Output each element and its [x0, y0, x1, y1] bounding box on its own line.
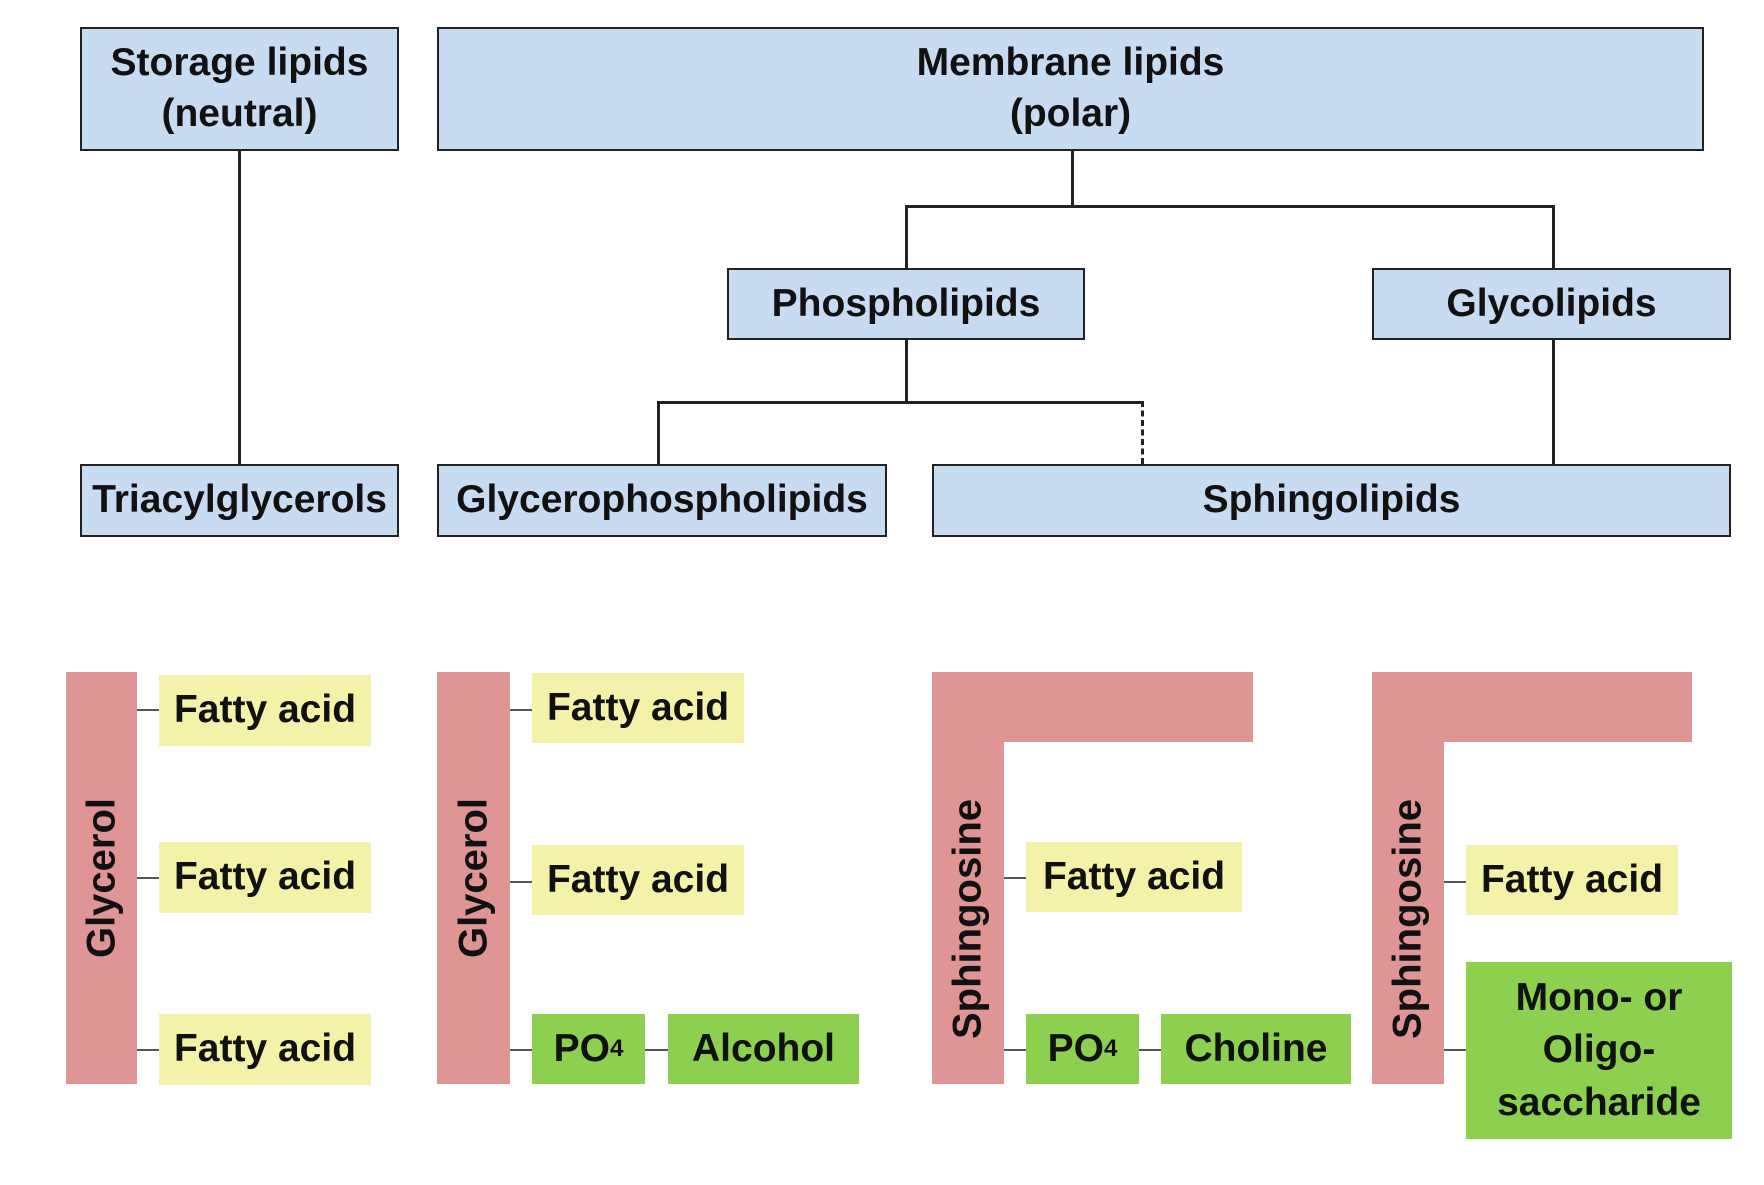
saccharide-label-line2: Oligo-	[1542, 1028, 1656, 1072]
storage-lipids-sublabel: (neutral)	[161, 92, 318, 135]
glycerol-label: Glycerol	[79, 797, 123, 959]
phospholipids-stem-line	[905, 340, 908, 403]
bond-line	[1139, 1049, 1161, 1051]
fatty-acid-box: Fatty acid	[1026, 842, 1242, 912]
fatty-acid-box: Fatty acid	[532, 673, 744, 743]
bond-line	[1004, 877, 1026, 879]
storage-to-triacylglycerols-line	[238, 151, 241, 464]
fatty-acid-box: Fatty acid	[159, 842, 371, 913]
saccharide-label-line1: Mono- or	[1515, 975, 1683, 1019]
to-phospholipids-line	[905, 205, 908, 268]
fatty-acid-box: Fatty acid	[159, 675, 371, 746]
bond-line	[137, 709, 159, 711]
triacylglycerols-box: Triacylglycerols	[80, 464, 399, 537]
bond-line	[137, 1049, 159, 1051]
phosphate-box: PO 4	[532, 1014, 645, 1084]
storage-lipids-box: Storage lipids (neutral)	[80, 27, 399, 151]
to-glycerophospholipids-line	[657, 401, 660, 464]
fatty-acid-box: Fatty acid	[1466, 845, 1678, 915]
sphingosine-label: Sphingosine	[945, 799, 990, 1040]
glycerol-label: Glycerol	[451, 797, 495, 959]
bond-line	[1444, 881, 1466, 883]
membrane-lipids-sublabel: (polar)	[1009, 92, 1132, 135]
alcohol-box: Alcohol	[668, 1014, 859, 1084]
glycerol-backbone: Glycerol	[66, 672, 137, 1084]
bond-line	[1444, 1049, 1466, 1051]
phospholipids-branch-line	[657, 401, 1144, 404]
choline-box: Choline	[1161, 1014, 1351, 1084]
bond-line	[645, 1049, 668, 1051]
glycolipids-box: Glycolipids	[1372, 268, 1731, 340]
phospholipids-box: Phospholipids	[727, 268, 1085, 340]
bond-line	[137, 877, 159, 879]
bond-line	[510, 709, 532, 711]
bond-line	[510, 881, 532, 883]
fatty-acid-box: Fatty acid	[159, 1014, 371, 1085]
glycolipids-to-sphingolipids-line	[1552, 340, 1555, 464]
membrane-lipids-box: Membrane lipids (polar)	[437, 27, 1704, 151]
saccharide-label-line3: saccharide	[1497, 1080, 1701, 1124]
to-glycolipids-line	[1552, 205, 1555, 268]
phosphate-box: PO 4	[1026, 1014, 1139, 1084]
bond-line	[510, 1049, 532, 1051]
membrane-stem-line	[1071, 151, 1074, 206]
phosphate-label: PO	[553, 1026, 610, 1070]
fatty-acid-box: Fatty acid	[532, 845, 744, 915]
storage-lipids-label: Storage lipids	[110, 41, 369, 85]
membrane-branch-line	[905, 205, 1555, 208]
to-sphingolipids-dashed-line	[1141, 401, 1144, 464]
sphingosine-backbone: Sphingosine	[932, 672, 1004, 1084]
glycerol-backbone: Glycerol	[437, 672, 510, 1084]
membrane-lipids-label: Membrane lipids	[916, 41, 1225, 85]
sphingosine-backbone: Sphingosine	[1372, 672, 1444, 1084]
phosphate-label: PO	[1047, 1026, 1104, 1070]
bond-line	[1004, 1049, 1026, 1051]
sphingolipids-box: Sphingolipids	[932, 464, 1731, 537]
saccharide-box: Mono- or Oligo- saccharide	[1466, 962, 1732, 1139]
sphingosine-label: Sphingosine	[1385, 799, 1430, 1040]
glycerophospholipids-box: Glycerophospholipids	[437, 464, 887, 537]
